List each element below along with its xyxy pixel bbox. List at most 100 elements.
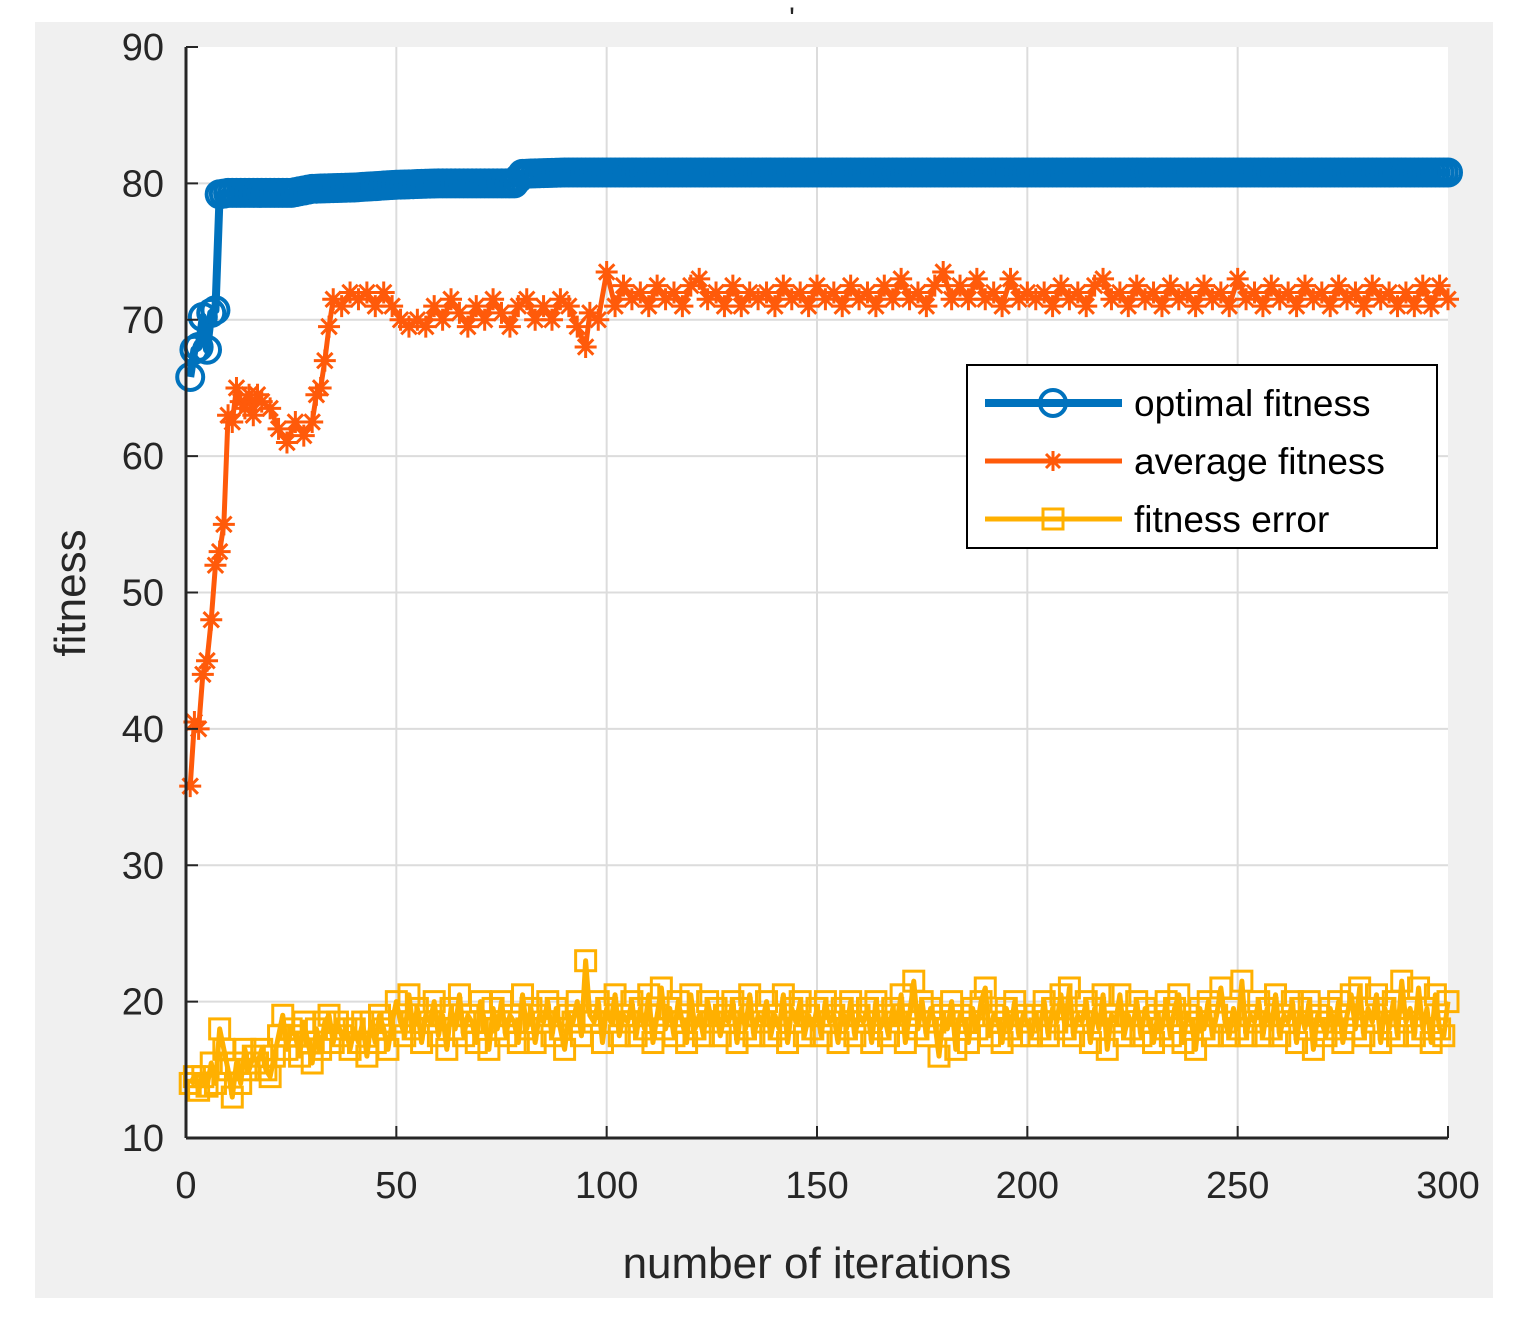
- data-point: [381, 295, 404, 318]
- data-point: [1066, 1003, 1090, 1027]
- data-point: [991, 295, 1014, 318]
- data-point: [485, 1017, 509, 1041]
- data-point: [620, 990, 644, 1014]
- data-point: [1125, 274, 1148, 297]
- series-fitness-error: [178, 949, 1460, 1109]
- data-point: [527, 1003, 551, 1027]
- data-point: [1213, 1010, 1237, 1034]
- data-point: [465, 295, 488, 318]
- x-tick-label: 300: [1416, 1165, 1479, 1207]
- data-point: [595, 996, 619, 1020]
- data-point: [822, 281, 845, 304]
- data-point: [1369, 1031, 1393, 1055]
- data-point: [300, 1051, 324, 1075]
- data-point: [612, 274, 635, 297]
- data-point: [604, 295, 627, 318]
- data-point: [923, 274, 946, 297]
- data-point: [393, 1024, 417, 1048]
- data-point: [637, 295, 660, 318]
- data-point: [873, 274, 896, 297]
- data-point: [1142, 281, 1165, 304]
- data-point: [187, 717, 210, 740]
- data-point: [839, 274, 862, 297]
- data-point: [515, 288, 538, 311]
- data-point: [178, 1071, 202, 1095]
- data-point: [1226, 267, 1249, 290]
- data-point: [691, 1024, 715, 1048]
- data-point: [473, 1010, 497, 1034]
- data-point: [1175, 1003, 1199, 1027]
- data-point: [414, 315, 437, 338]
- data-point: [1319, 295, 1342, 318]
- x-tick-label: 50: [375, 1165, 417, 1207]
- data-point: [713, 295, 736, 318]
- data-point: [755, 990, 779, 1014]
- data-point: [389, 1010, 413, 1034]
- data-point: [1193, 274, 1216, 297]
- data-point: [1327, 990, 1351, 1014]
- data-point: [506, 1031, 530, 1055]
- data-point: [1003, 990, 1027, 1014]
- data-point: [1066, 281, 1089, 304]
- data-point: [809, 1024, 833, 1048]
- data-point: [355, 281, 378, 304]
- data-point: [1394, 281, 1417, 304]
- data-point: [532, 295, 555, 318]
- x-tick-label: 200: [996, 1165, 1059, 1207]
- legend-marker: [1043, 451, 1063, 471]
- data-point: [881, 996, 905, 1020]
- data-series: [175, 157, 1463, 1109]
- y-tick-label: 20: [122, 982, 164, 1024]
- data-point: [422, 990, 446, 1014]
- data-point: [192, 334, 223, 365]
- data-point: [246, 1051, 270, 1075]
- data-point: [856, 281, 879, 304]
- data-point: [342, 1017, 366, 1041]
- data-point: [797, 295, 820, 318]
- legend-marker: [1038, 388, 1068, 418]
- data-point: [574, 949, 598, 973]
- data-point: [1125, 990, 1149, 1014]
- data-point: [1074, 990, 1098, 1014]
- data-point: [910, 990, 934, 1014]
- data-point: [524, 308, 547, 331]
- data-point: [1272, 1003, 1296, 1027]
- data-point: [671, 295, 694, 318]
- data-point: [1251, 1024, 1275, 1048]
- data-point: [1158, 1024, 1182, 1048]
- data-point: [1420, 295, 1443, 318]
- data-point: [1390, 969, 1414, 993]
- data-point: [1356, 996, 1380, 1020]
- data-point: [906, 1017, 930, 1041]
- data-point: [1428, 1017, 1452, 1041]
- data-point: [498, 315, 521, 338]
- data-point: [1209, 281, 1232, 304]
- data-point: [834, 1017, 858, 1041]
- y-tick-label: 90: [122, 27, 164, 69]
- data-point: [221, 411, 244, 434]
- data-point: [1280, 990, 1304, 1014]
- data-point: [1339, 983, 1363, 1007]
- data-point: [586, 990, 610, 1014]
- data-point: [982, 281, 1005, 304]
- data-point: [944, 1037, 968, 1061]
- data-point: [279, 1017, 303, 1041]
- data-point: [536, 990, 560, 1014]
- data-point: [969, 990, 993, 1014]
- data-point: [1142, 1031, 1166, 1055]
- data-point: [1260, 274, 1283, 297]
- data-point: [599, 1010, 623, 1034]
- data-point: [990, 1031, 1014, 1055]
- data-point: [1108, 281, 1131, 304]
- data-point: [1251, 295, 1274, 318]
- data-point: [1344, 281, 1367, 304]
- data-point: [658, 996, 682, 1020]
- data-point: [1053, 1017, 1077, 1041]
- data-point: [1218, 295, 1241, 318]
- data-point: [364, 295, 387, 318]
- data-point: [275, 431, 298, 454]
- data-point: [553, 1037, 577, 1061]
- data-point: [1075, 295, 1098, 318]
- data-point: [948, 1003, 972, 1027]
- data-point: [325, 1010, 349, 1034]
